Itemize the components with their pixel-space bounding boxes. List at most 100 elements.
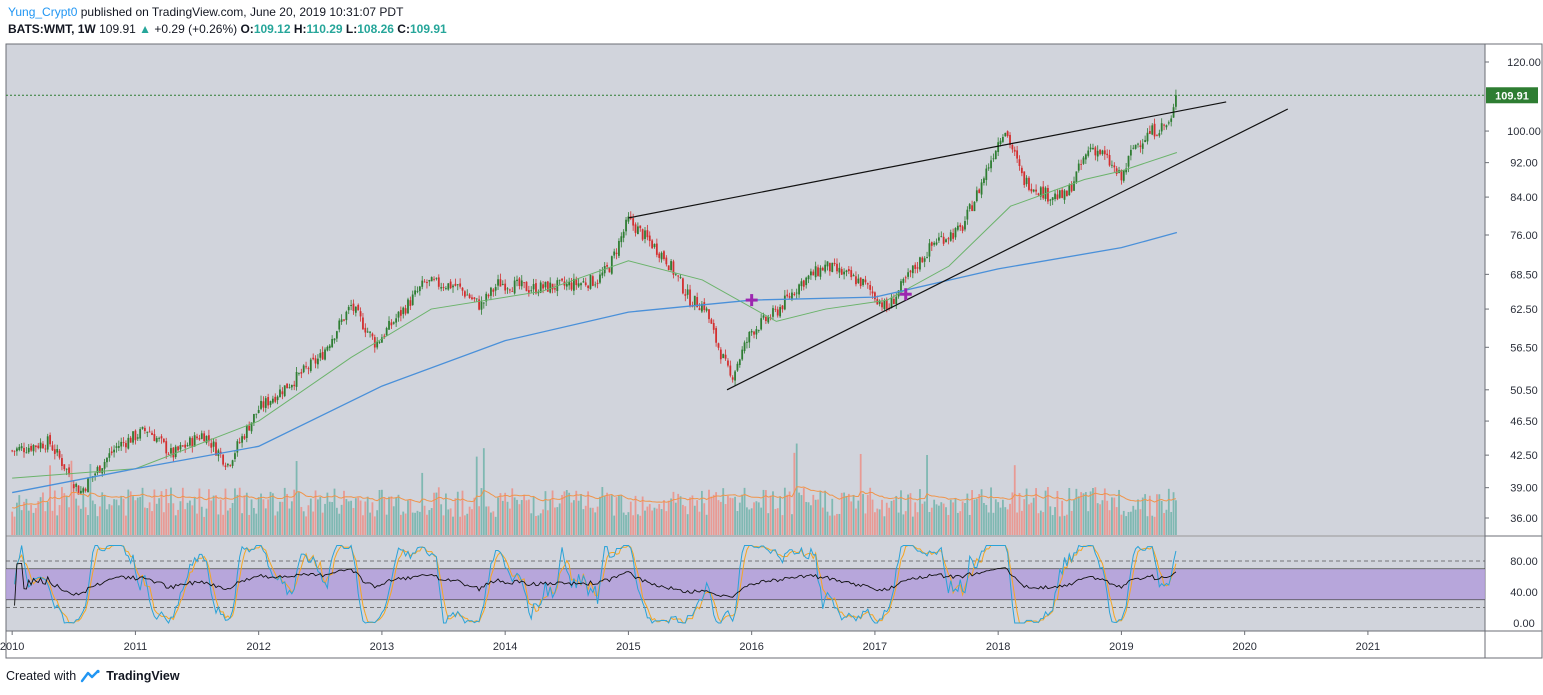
candle bbox=[345, 310, 348, 325]
candle-body bbox=[1075, 171, 1078, 183]
candle-body bbox=[874, 292, 876, 300]
time-tick-label: 2019 bbox=[1109, 641, 1133, 653]
volume-bar bbox=[267, 499, 270, 535]
candle bbox=[490, 286, 492, 301]
volume-bar bbox=[660, 509, 663, 535]
candle-body bbox=[584, 282, 587, 286]
candle bbox=[1037, 192, 1040, 197]
candle bbox=[146, 431, 149, 438]
candle-body bbox=[866, 283, 869, 285]
volume-bar bbox=[537, 515, 540, 535]
volume-bar bbox=[1158, 494, 1161, 535]
candle-body bbox=[461, 287, 464, 291]
price-tick-label: 84.00 bbox=[1510, 192, 1538, 204]
volume-bar bbox=[1160, 501, 1163, 535]
candle bbox=[577, 278, 580, 288]
candle-body bbox=[435, 277, 438, 279]
candle bbox=[309, 357, 312, 373]
candle bbox=[722, 353, 725, 359]
volume-bar bbox=[283, 487, 286, 535]
volume-bar bbox=[859, 453, 862, 535]
candle-body bbox=[1070, 184, 1073, 192]
candle bbox=[537, 289, 540, 297]
candle bbox=[1004, 132, 1007, 137]
candle-body bbox=[312, 357, 315, 360]
candle-body bbox=[11, 450, 14, 452]
candle bbox=[468, 293, 471, 299]
volume-bar bbox=[582, 509, 585, 535]
candle bbox=[622, 229, 625, 243]
candle bbox=[504, 279, 507, 295]
volume-bar bbox=[172, 503, 175, 535]
candle-body bbox=[395, 318, 398, 323]
volume-bar bbox=[1148, 495, 1151, 535]
candle-body bbox=[1016, 150, 1019, 159]
candle-body bbox=[838, 267, 841, 273]
candle-body bbox=[1011, 144, 1014, 150]
candle-body bbox=[814, 266, 817, 278]
rsi-band bbox=[6, 568, 1485, 600]
volume-bar bbox=[672, 491, 675, 535]
volume-bar bbox=[371, 502, 374, 535]
volume-bar bbox=[1037, 513, 1040, 535]
candle-body bbox=[44, 448, 47, 450]
candle-body bbox=[231, 460, 234, 466]
candle-body bbox=[810, 271, 812, 276]
volume-bar bbox=[217, 514, 220, 535]
candle bbox=[298, 372, 300, 376]
volume-bar bbox=[16, 502, 18, 535]
candle bbox=[942, 232, 945, 246]
candle-body bbox=[343, 319, 345, 321]
candle-body bbox=[537, 292, 540, 294]
volume-bar bbox=[641, 496, 644, 535]
volume-bar bbox=[1047, 487, 1049, 535]
candle bbox=[966, 206, 969, 225]
candle-body bbox=[959, 224, 962, 228]
volume-bar bbox=[1175, 500, 1177, 535]
volume-bar bbox=[824, 490, 827, 535]
candle-body bbox=[1125, 168, 1128, 173]
candle-body bbox=[423, 281, 426, 283]
candle-body bbox=[125, 443, 127, 448]
author-link[interactable]: Yung_Crypt0 bbox=[8, 5, 78, 19]
volume-bar bbox=[61, 487, 63, 535]
volume-bar bbox=[684, 506, 687, 535]
candle-body bbox=[781, 305, 784, 310]
candle-body bbox=[302, 365, 305, 373]
candle bbox=[106, 457, 108, 468]
candle bbox=[926, 251, 928, 259]
candle bbox=[305, 361, 307, 370]
oscillator-tick-label: 40.00 bbox=[1510, 587, 1538, 599]
price-tick-label: 100.00 bbox=[1507, 126, 1541, 138]
volume-bar bbox=[167, 503, 170, 535]
candle bbox=[826, 261, 829, 271]
candle bbox=[155, 436, 158, 444]
candle bbox=[212, 438, 215, 452]
volume-bar bbox=[975, 498, 978, 535]
candle-body bbox=[390, 322, 393, 326]
volume-bar bbox=[667, 500, 670, 535]
candle-body bbox=[1132, 147, 1135, 149]
candle-body bbox=[1139, 145, 1142, 148]
candle-body bbox=[622, 231, 625, 238]
volume-bar bbox=[985, 504, 988, 535]
candle-body bbox=[1039, 187, 1042, 197]
candle bbox=[1127, 155, 1130, 173]
candle-body bbox=[184, 444, 187, 448]
volume-bar bbox=[65, 496, 68, 535]
volume-bar bbox=[788, 491, 791, 535]
candle-body bbox=[449, 281, 452, 289]
candle-body bbox=[426, 282, 428, 284]
volume-bar bbox=[326, 492, 329, 535]
candle-body bbox=[27, 447, 30, 453]
candle-body bbox=[463, 291, 466, 297]
volume-bar bbox=[37, 501, 40, 535]
candle bbox=[274, 393, 277, 404]
candle bbox=[864, 275, 867, 285]
tradingview-brand-link[interactable]: TradingView bbox=[106, 669, 180, 683]
candle-body bbox=[56, 448, 59, 453]
candle bbox=[430, 276, 433, 282]
candle bbox=[700, 300, 703, 314]
candle bbox=[940, 231, 943, 238]
